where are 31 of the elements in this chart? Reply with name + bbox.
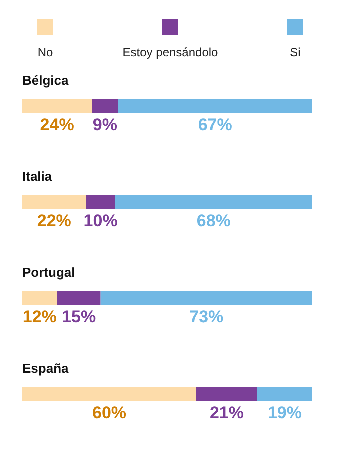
data-label: 12%	[22, 308, 57, 326]
bar	[196, 388, 258, 402]
bar	[92, 100, 118, 114]
y-tick-label: Italia	[22, 169, 53, 184]
data-label: 10%	[84, 212, 118, 230]
bar	[100, 292, 312, 306]
data-label: 60%	[92, 404, 127, 422]
bar	[22, 100, 92, 114]
bar	[257, 388, 312, 402]
bar	[57, 292, 101, 306]
y-tick-label: Portugal	[22, 265, 76, 280]
legend-label: Si	[290, 46, 301, 60]
bar	[118, 100, 312, 114]
bar	[22, 292, 58, 306]
bar	[22, 388, 196, 402]
y-tick-label: Bélgica	[22, 73, 70, 88]
data-label: 9%	[92, 116, 118, 134]
data-label: 21%	[210, 404, 244, 422]
y-tick-label: España	[22, 361, 70, 376]
data-label: 22%	[37, 212, 72, 230]
data-label: 15%	[62, 308, 96, 326]
legend-label: No	[38, 46, 54, 60]
data-label: 73%	[190, 308, 224, 326]
legend-label: Estoy pensándolo	[122, 46, 219, 60]
bar	[22, 196, 86, 210]
data-label: 67%	[198, 116, 232, 134]
bar	[86, 196, 116, 210]
data-label: 24%	[40, 116, 74, 134]
data-label: 19%	[268, 404, 302, 422]
bar	[115, 196, 312, 210]
data-label: 68%	[196, 212, 231, 230]
